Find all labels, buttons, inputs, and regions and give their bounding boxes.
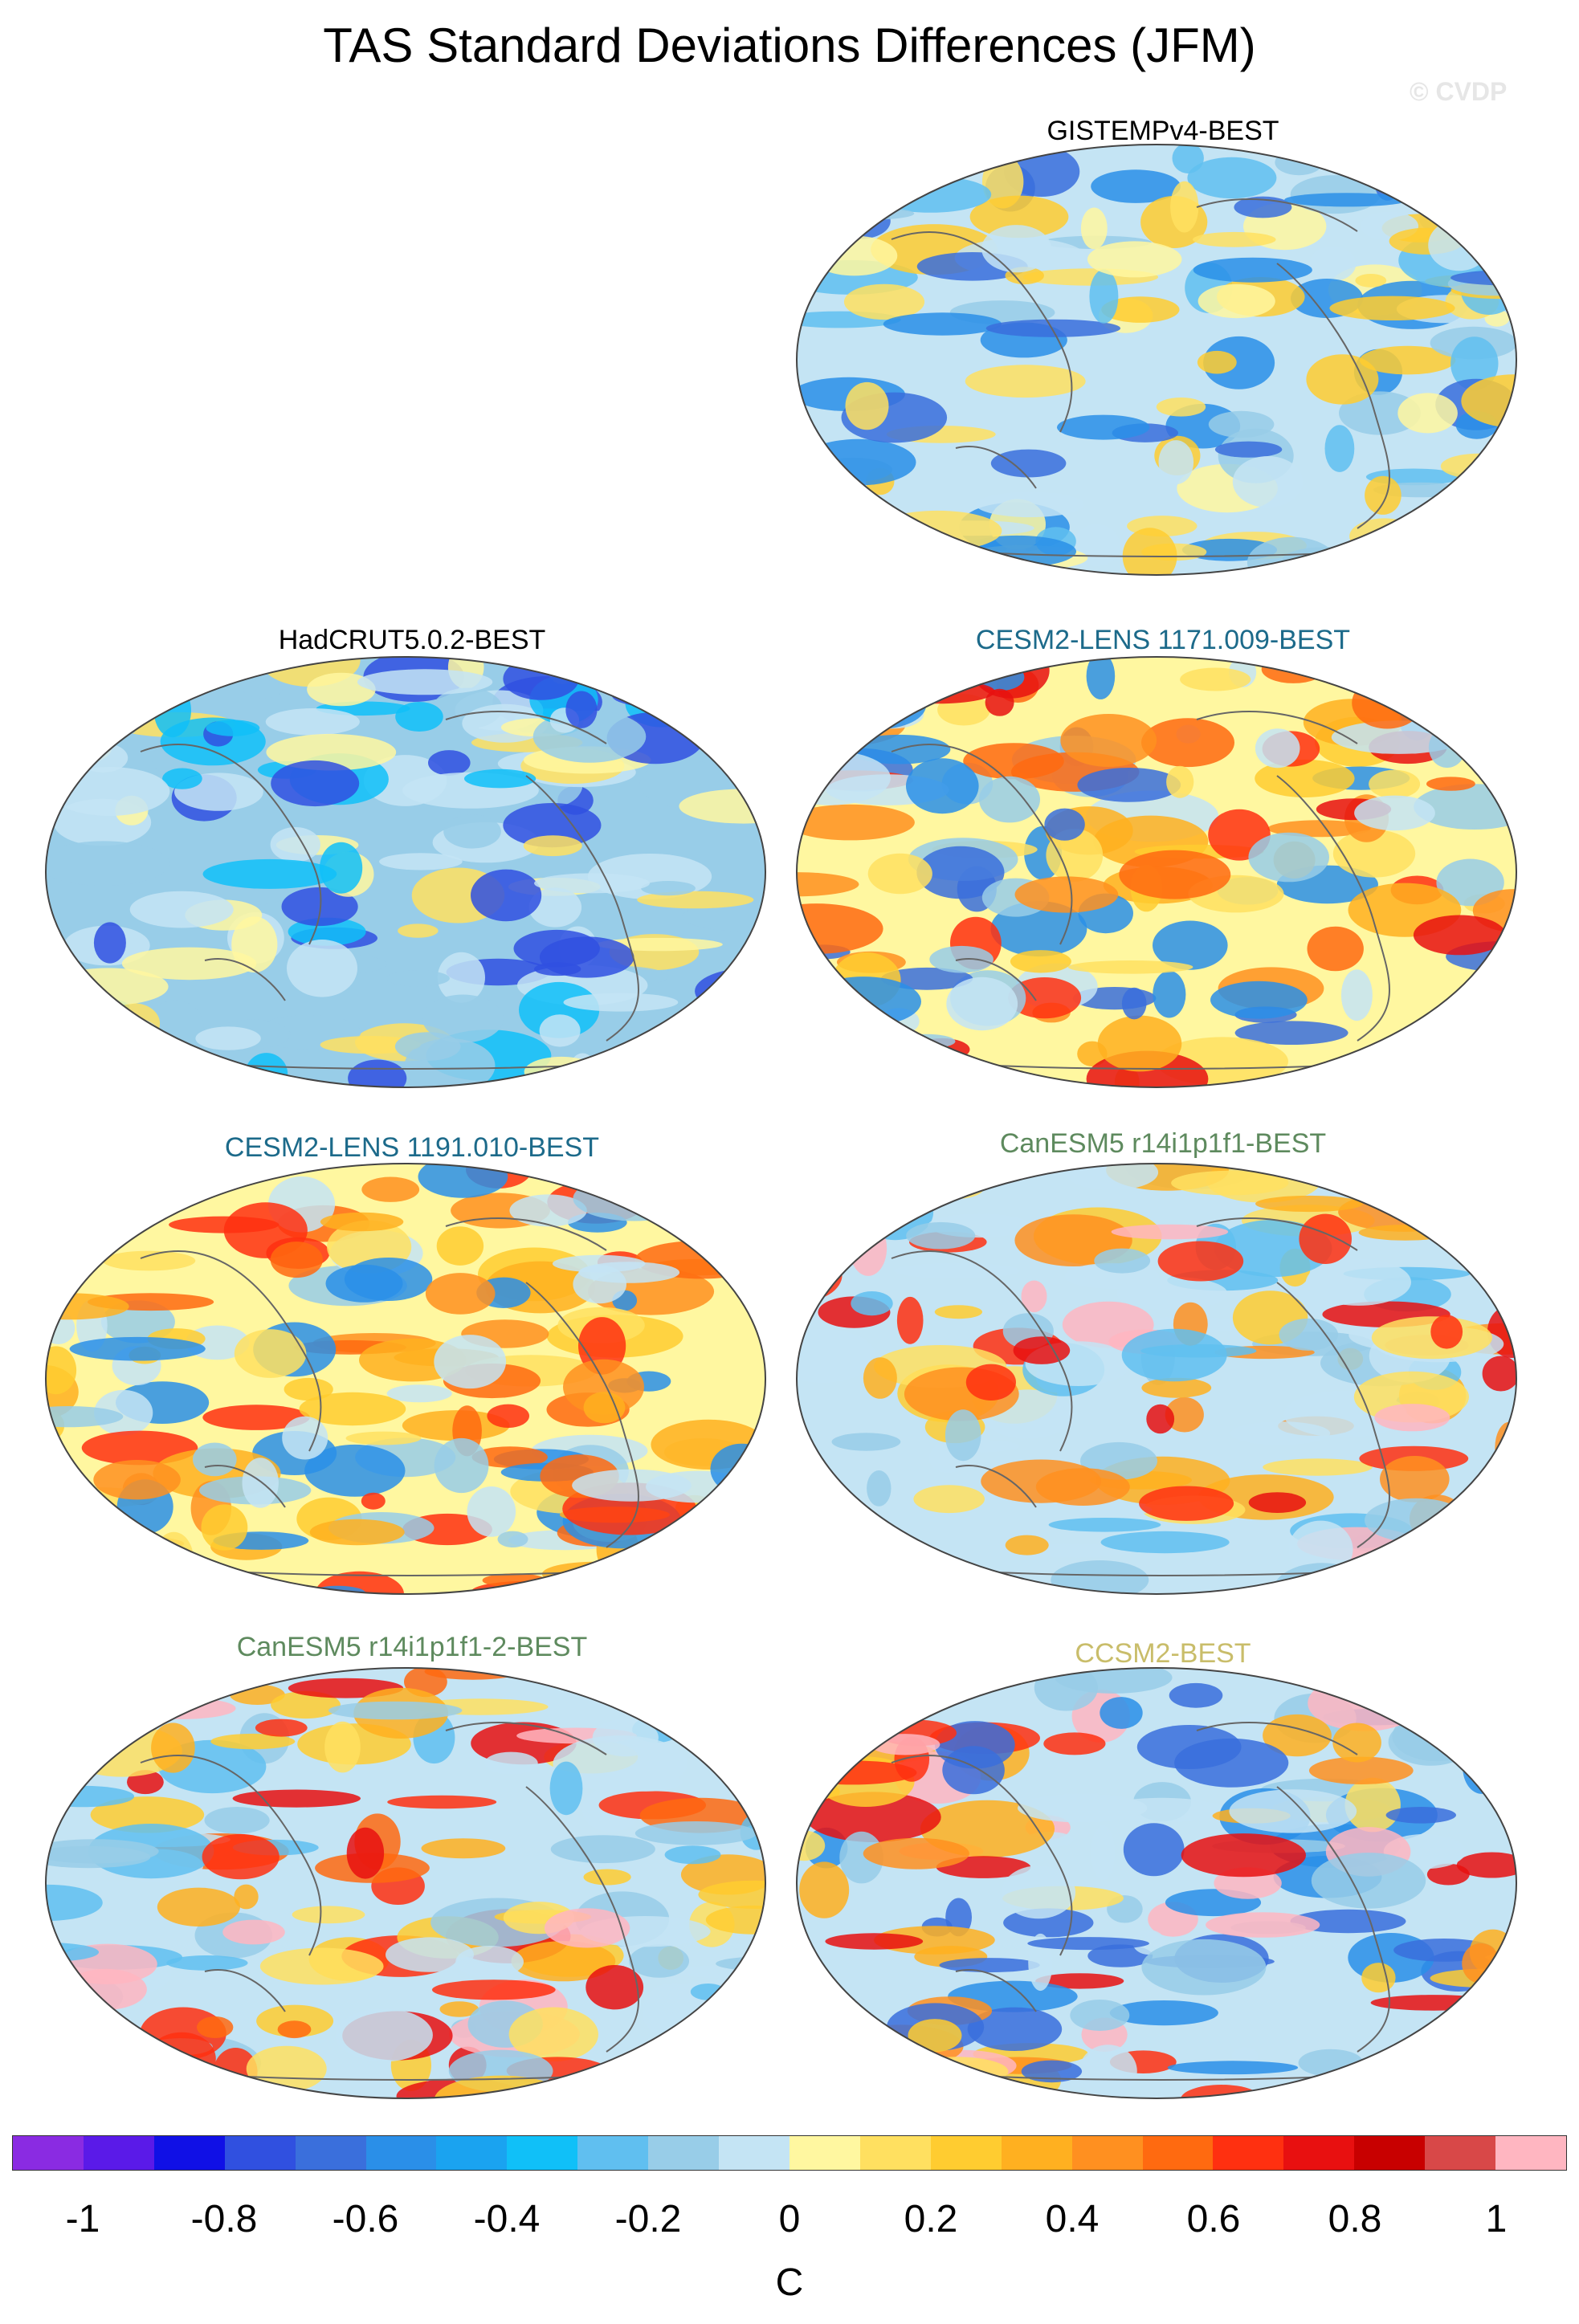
colorbar-swatch	[577, 2136, 649, 2170]
colorbar-swatch	[1001, 2136, 1072, 2170]
map-hadcrut	[44, 655, 767, 1089]
colorbar-swatch	[859, 2136, 931, 2170]
cvdp-watermark: © CVDP	[1410, 77, 1508, 106]
colorbar-swatch	[719, 2136, 790, 2170]
colorbar	[12, 2135, 1567, 2171]
colorbar-tick-label: -0.8	[190, 2198, 258, 2240]
colorbar-tick-label: -0.2	[614, 2198, 682, 2240]
map-cesm2-1171	[795, 655, 1518, 1089]
colorbar-swatch	[1213, 2136, 1284, 2170]
colorbar-swatch	[1283, 2136, 1355, 2170]
colorbar-swatch	[224, 2136, 296, 2170]
colorbar-tick-label: 0	[778, 2198, 801, 2240]
colorbar-swatch	[1354, 2136, 1426, 2170]
colorbar-swatch	[1142, 2136, 1214, 2170]
colorbar-swatch	[83, 2136, 154, 2170]
colorbar-tick-label: 0.2	[904, 2198, 958, 2240]
colorbar-swatch	[365, 2136, 437, 2170]
panel-title-canesm5-a: CanESM5 r14i1p1f1-BEST	[999, 1128, 1327, 1159]
colorbar-tick-label: 0.8	[1328, 2198, 1382, 2240]
map-gistemp	[795, 143, 1518, 577]
colorbar-swatch	[295, 2136, 366, 2170]
colorbar-swatch	[789, 2136, 860, 2170]
colorbar-swatch	[930, 2136, 1002, 2170]
colorbar-tick-label: -0.6	[332, 2198, 399, 2240]
figure-title: TAS Standard Deviations Differences (JFM…	[323, 18, 1256, 72]
colorbar-swatch	[648, 2136, 720, 2170]
colorbar-unit-label: C	[775, 2261, 804, 2304]
map-ccsm2	[795, 1666, 1518, 2100]
panel-title-gistemp: GISTEMPv4-BEST	[1047, 116, 1279, 146]
colorbar-tick-label: -1	[65, 2198, 100, 2240]
colorbar-swatch	[507, 2136, 578, 2170]
map-canesm5-b	[44, 1666, 767, 2100]
colorbar-tick-label: -0.4	[473, 2198, 541, 2240]
colorbar-swatch	[1425, 2136, 1496, 2170]
colorbar-swatch	[1071, 2136, 1143, 2170]
panel-title-hadcrut: HadCRUT5.0.2-BEST	[278, 625, 546, 655]
panel-title-ccsm2: CCSM2-BEST	[1075, 1638, 1251, 1669]
map-canesm5-a	[795, 1162, 1518, 1596]
panel-title-cesm2-1171: CESM2-LENS 1171.009-BEST	[975, 625, 1351, 655]
colorbar-tick-label: 0.6	[1186, 2198, 1241, 2240]
panel-title-cesm2-1191: CESM2-LENS 1191.010-BEST	[224, 1132, 600, 1163]
colorbar-swatch	[1495, 2136, 1566, 2170]
colorbar-swatch	[153, 2136, 225, 2170]
colorbar-swatch	[13, 2136, 84, 2170]
panel-title-canesm5-b: CanESM5 r14i1p1f1-2-BEST	[236, 1632, 588, 1662]
colorbar-swatch	[436, 2136, 508, 2170]
map-cesm2-1191	[44, 1162, 767, 1596]
colorbar-tick-label: 0.4	[1045, 2198, 1100, 2240]
colorbar-tick-label: 1	[1485, 2198, 1508, 2240]
